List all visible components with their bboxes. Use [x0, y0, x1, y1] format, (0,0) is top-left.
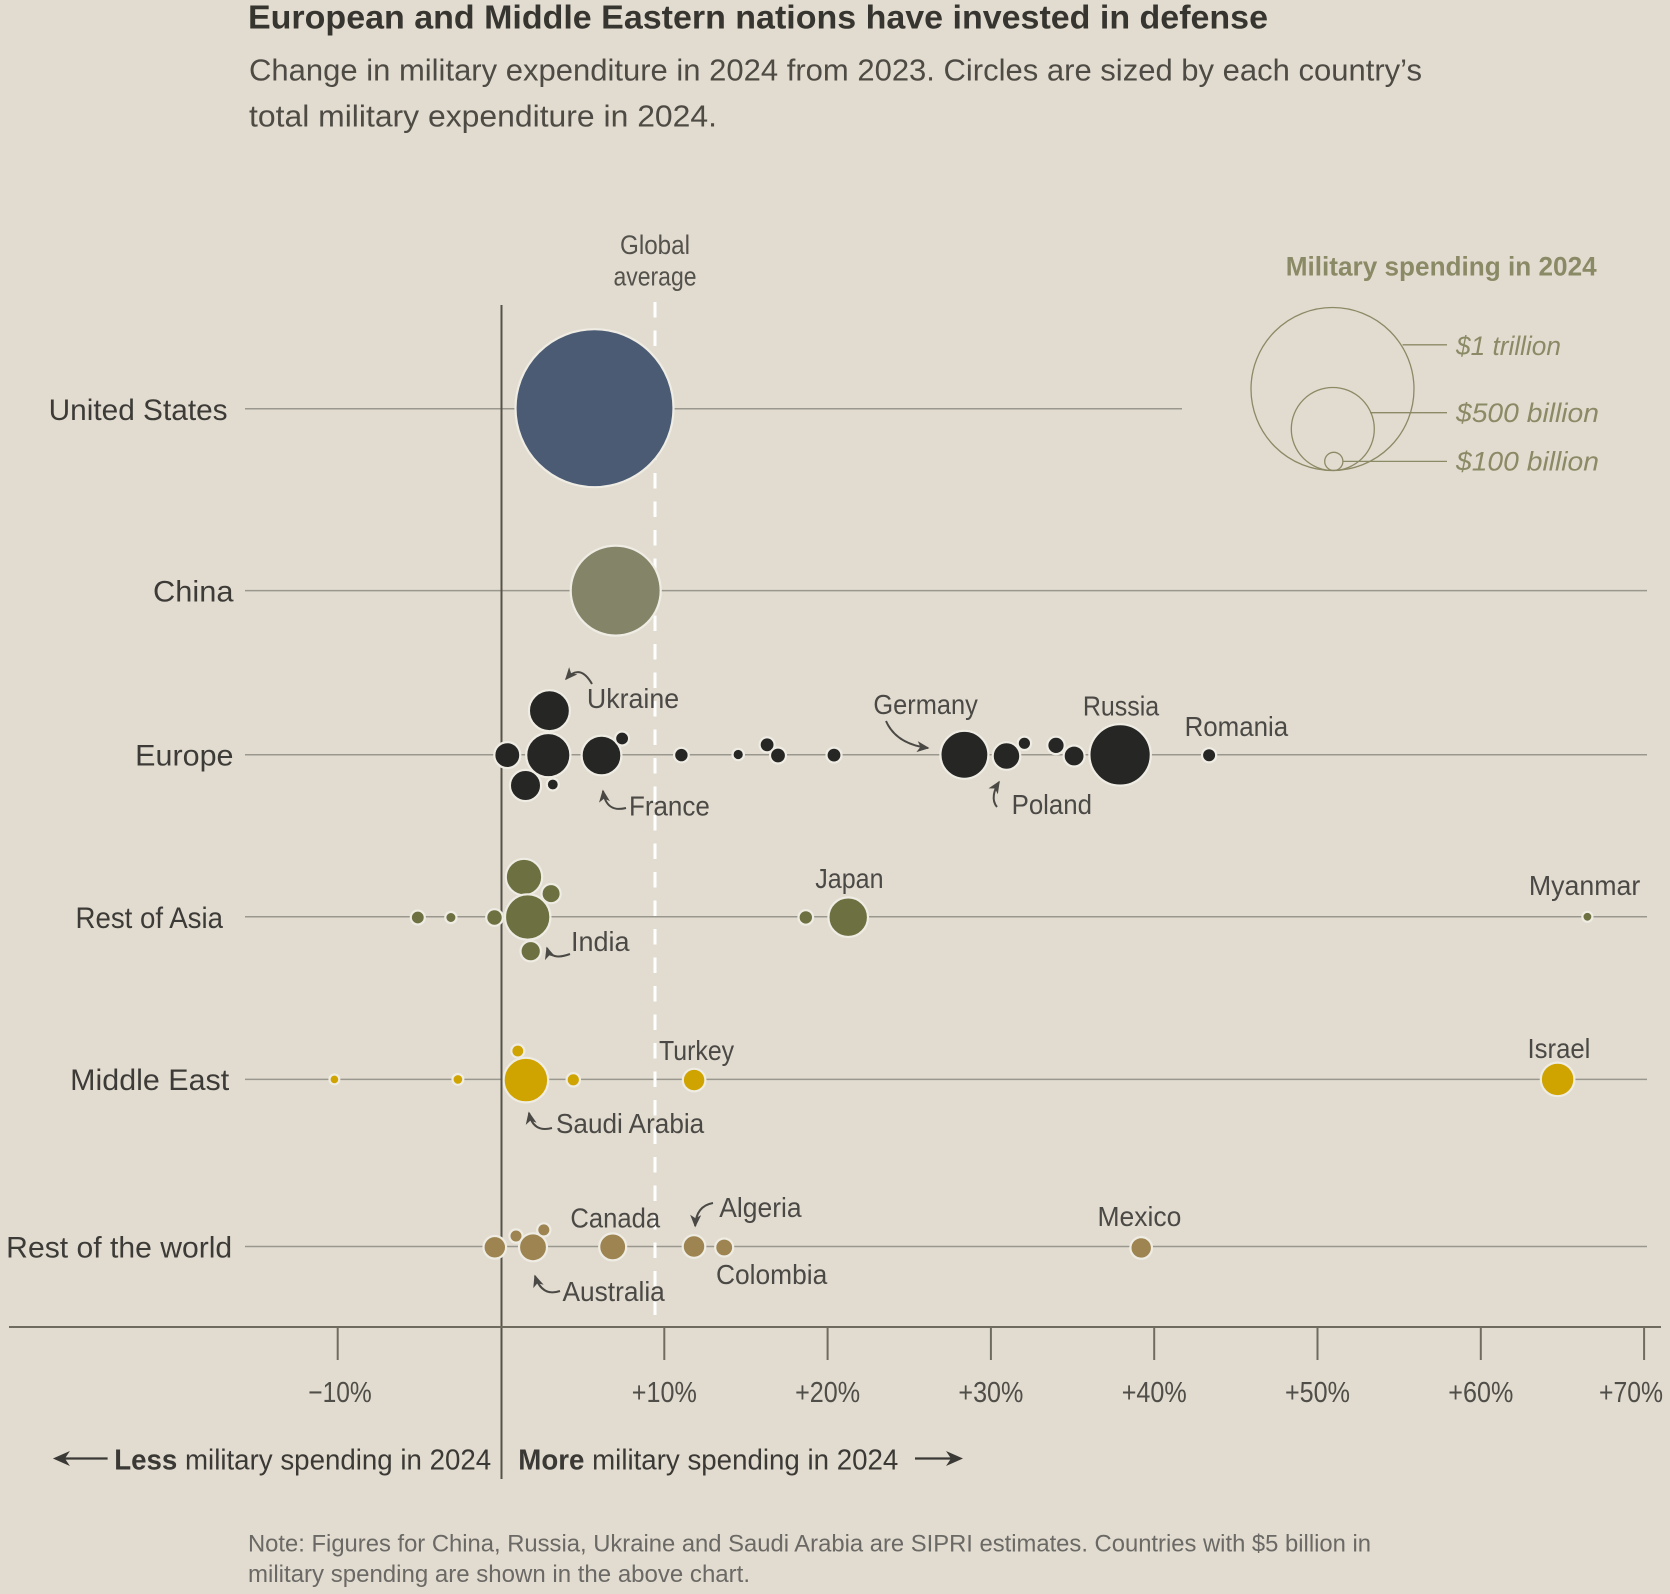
svg-text:military spending are shown in: military spending are shown in the above… [248, 1561, 750, 1588]
svg-text:Romania: Romania [1185, 711, 1289, 742]
svg-text:Saudi Arabia: Saudi Arabia [556, 1108, 705, 1139]
svg-text:Colombia: Colombia [716, 1259, 828, 1290]
svg-text:+60%: +60% [1448, 1377, 1513, 1409]
svg-text:China: China [153, 576, 234, 609]
svg-text:average: average [614, 262, 697, 292]
svg-text:United States: United States [49, 394, 228, 427]
svg-text:Mexico: Mexico [1098, 1201, 1182, 1232]
svg-text:Myanmar: Myanmar [1529, 870, 1640, 901]
svg-text:Europe: Europe [135, 740, 233, 773]
svg-text:+10%: +10% [632, 1377, 697, 1409]
svg-text:Rest of the world: Rest of the world [6, 1231, 232, 1264]
svg-text:Global: Global [620, 230, 690, 260]
svg-text:Australia: Australia [563, 1276, 666, 1307]
svg-text:Change in military expenditure: Change in military expenditure in 2024 f… [249, 52, 1422, 87]
svg-text:Turkey: Turkey [659, 1035, 734, 1066]
svg-text:Germany: Germany [873, 689, 977, 720]
svg-text:European and Middle Eastern na: European and Middle Eastern nations have… [248, 0, 1268, 36]
svg-text:Canada: Canada [570, 1202, 660, 1233]
svg-text:Russia: Russia [1083, 690, 1160, 721]
svg-text:+50%: +50% [1285, 1377, 1350, 1409]
svg-text:Less military spending in 2024: Less military spending in 2024 [114, 1445, 491, 1477]
svg-text:More military spending in 2024: More military spending in 2024 [518, 1445, 898, 1477]
svg-text:Note: Figures for China, Russi: Note: Figures for China, Russia, Ukraine… [248, 1531, 1371, 1558]
svg-text:Middle East: Middle East [70, 1064, 230, 1097]
svg-text:$1 trillion: $1 trillion [1455, 331, 1561, 361]
svg-text:total military expenditure in: total military expenditure in 2024. [249, 99, 717, 134]
svg-text:−10%: −10% [308, 1377, 372, 1409]
svg-text:+30%: +30% [958, 1377, 1023, 1409]
svg-text:Algeria: Algeria [719, 1192, 802, 1223]
svg-text:+70%: +70% [1599, 1377, 1663, 1409]
svg-text:Rest of Asia: Rest of Asia [76, 902, 224, 935]
svg-text:Military spending in 2024: Military spending in 2024 [1286, 251, 1597, 281]
svg-text:Poland: Poland [1012, 789, 1092, 820]
svg-text:+20%: +20% [795, 1377, 860, 1409]
svg-text:India: India [571, 926, 630, 957]
svg-text:Israel: Israel [1528, 1033, 1591, 1064]
svg-text:Japan: Japan [815, 863, 883, 894]
svg-text:+40%: +40% [1122, 1377, 1187, 1409]
svg-text:Ukraine: Ukraine [587, 683, 679, 714]
svg-text:$100 billion: $100 billion [1455, 447, 1599, 477]
svg-text:France: France [629, 791, 710, 822]
svg-text:$500 billion: $500 billion [1455, 398, 1599, 428]
